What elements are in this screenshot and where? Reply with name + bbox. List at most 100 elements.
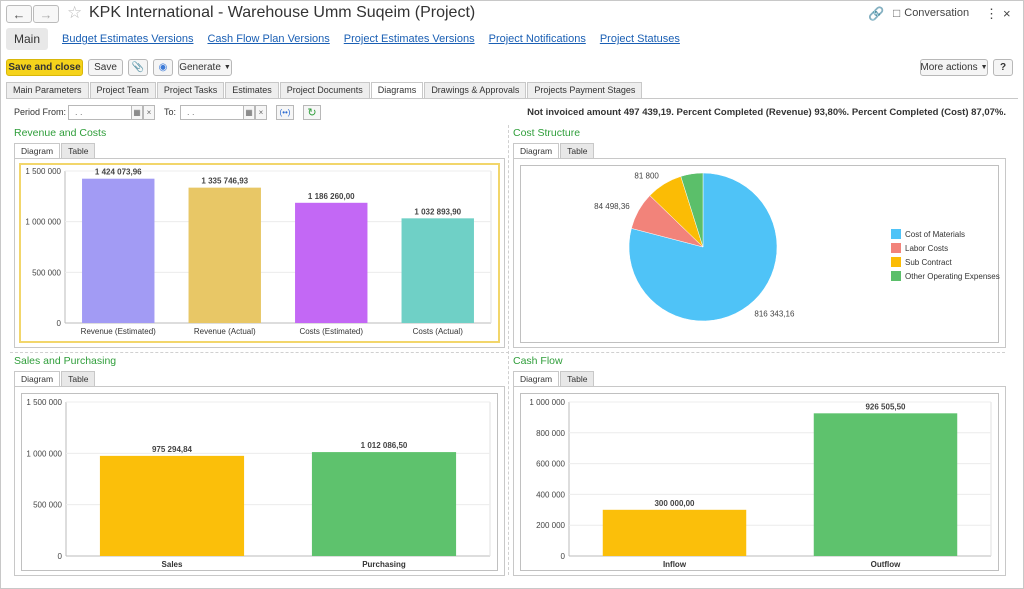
period-to-input[interactable]: . . xyxy=(180,105,244,120)
generate-label: Generate xyxy=(179,62,221,73)
tab-diagram[interactable]: Diagram xyxy=(513,143,560,158)
category-label: Inflow xyxy=(663,560,687,569)
tab-diagram[interactable]: Diagram xyxy=(14,143,61,158)
cost-structure-subtabs: Diagram Table xyxy=(513,143,595,158)
data-label: 300 000,00 xyxy=(654,499,695,508)
calendar-from-button[interactable]: ▦ xyxy=(131,105,143,120)
tab-project-team[interactable]: Project Team xyxy=(89,82,156,98)
nav-project-statuses[interactable]: Project Statuses xyxy=(599,33,680,45)
sales-purchasing-panel: 0 500 000 1 000 000 1 500 000 975 294,84 Sale… xyxy=(14,386,505,576)
tab-table[interactable]: Table xyxy=(61,371,96,386)
y-tick-label: 1 000 000 xyxy=(25,218,61,227)
y-tick-label: 400 000 xyxy=(536,490,565,499)
generate-button[interactable]: Generate ▼ xyxy=(178,59,232,76)
close-icon[interactable]: × xyxy=(1003,6,1011,21)
arrow-left-icon: ← xyxy=(12,6,26,22)
y-tick-label: 500 000 xyxy=(32,268,61,277)
y-tick-label: 500 000 xyxy=(33,501,62,510)
top-navigation: Main Budget Estimates Versions Cash Flow… xyxy=(6,28,680,50)
category-label: Outflow xyxy=(871,560,902,569)
tab-table[interactable]: Table xyxy=(560,371,595,386)
calendar-to-button[interactable]: ▦ xyxy=(243,105,255,120)
cash-flow-chart[interactable]: 0 200 000 400 000 600 000 800 000 1 000 000 30… xyxy=(520,393,999,571)
y-tick-label: 1 000 000 xyxy=(529,398,565,407)
revenue-costs-panel: 0 500 000 1 000 000 1 500 000 1 424 073,96 Re… xyxy=(14,158,505,348)
notify-button[interactable]: ◉ xyxy=(153,59,173,76)
bar-sales xyxy=(99,455,245,556)
bar-revenue-actual xyxy=(188,187,261,323)
more-actions-button[interactable]: More actions ▼ xyxy=(920,59,988,76)
legend-entry: Sub Contract xyxy=(905,258,952,267)
pie-slice-other-operating-expenses xyxy=(680,172,704,248)
forward-button[interactable]: → xyxy=(33,5,59,23)
period-dots-icon: (••) xyxy=(279,108,291,117)
calendar-icon: ▦ xyxy=(133,108,141,117)
y-tick-label: 1 500 000 xyxy=(26,398,62,407)
nav-cash-flow-plan-versions[interactable]: Cash Flow Plan Versions xyxy=(207,33,330,45)
refresh-icon: ↻ xyxy=(307,107,317,119)
revenue-costs-title: Revenue and Costs xyxy=(14,127,107,139)
tab-diagram[interactable]: Diagram xyxy=(513,371,560,386)
nav-main[interactable]: Main xyxy=(6,28,49,50)
sales-purchasing-chart[interactable]: 0 500 000 1 000 000 1 500 000 975 294,84 Sale… xyxy=(21,393,498,571)
period-select-button[interactable]: (••) xyxy=(276,105,294,120)
revenue-costs-chart[interactable]: 0 500 000 1 000 000 1 500 000 1 424 073,96 Re… xyxy=(19,163,500,343)
bar-revenue-estimated xyxy=(82,178,155,323)
arrow-right-icon: → xyxy=(39,6,53,22)
category-label: Revenue (Actual) xyxy=(194,327,256,336)
revenue-costs-svg: 0 500 000 1 000 000 1 500 000 1 424 073,96 Re… xyxy=(25,167,492,336)
cash-flow-svg: 0 200 000 400 000 600 000 800 000 1 000 000 30… xyxy=(529,398,992,569)
y-tick-label: 0 xyxy=(58,552,63,561)
nav-project-estimates-versions[interactable]: Project Estimates Versions xyxy=(343,33,475,45)
tab-projects-payment-stages[interactable]: Projects Payment Stages xyxy=(527,82,643,98)
tab-table[interactable]: Table xyxy=(61,143,96,158)
tab-main-parameters[interactable]: Main Parameters xyxy=(6,82,89,98)
cost-structure-title: Cost Structure xyxy=(513,127,581,139)
data-label: 926 505,50 xyxy=(865,402,906,411)
legend-entry: Labor Costs xyxy=(905,244,948,253)
help-button[interactable]: ? xyxy=(993,59,1013,76)
nav-project-notifications[interactable]: Project Notifications xyxy=(488,33,586,45)
clear-from-button[interactable]: × xyxy=(143,105,155,120)
legend-swatch xyxy=(891,271,901,281)
pie-slice-label: 816 343,16 xyxy=(754,309,795,318)
y-tick-label: 1 000 000 xyxy=(26,449,62,458)
tab-drawings-approvals[interactable]: Drawings & Approvals xyxy=(424,82,527,98)
save-button[interactable]: Save xyxy=(88,59,123,76)
clear-icon: × xyxy=(258,108,264,117)
vertical-separator xyxy=(508,125,509,575)
favorite-star-icon[interactable]: ☆ xyxy=(67,3,83,22)
data-label: 1 335 746,93 xyxy=(201,177,248,186)
save-and-close-button[interactable]: Save and close xyxy=(6,59,83,76)
tab-diagram[interactable]: Diagram xyxy=(14,371,61,386)
tab-project-tasks[interactable]: Project Tasks xyxy=(156,82,225,98)
cost-structure-panel: 816 343,16 84 498,36 81 800 Cost of Materia… xyxy=(513,158,1006,348)
caret-down-icon: ▼ xyxy=(223,64,231,71)
tab-table[interactable]: Table xyxy=(560,143,595,158)
refresh-button[interactable]: ↻ xyxy=(303,105,321,120)
cost-structure-svg: 816 343,16 84 498,36 81 800 Cost of Materia… xyxy=(594,172,1000,322)
clear-to-button[interactable]: × xyxy=(255,105,267,120)
legend-swatch xyxy=(891,243,901,253)
more-actions-label: More actions xyxy=(920,62,978,73)
data-label: 1 424 073,96 xyxy=(95,168,142,177)
revenue-costs-subtabs: Diagram Table xyxy=(14,143,96,158)
conversation-button[interactable]: □ Conversation xyxy=(893,6,969,20)
bar-outflow xyxy=(813,413,958,556)
data-label: 1 186 260,00 xyxy=(308,192,355,201)
bell-icon: ◉ xyxy=(158,62,168,73)
tab-estimates[interactable]: Estimates xyxy=(225,82,279,98)
horizontal-separator xyxy=(10,352,1005,353)
period-from-input[interactable]: . . xyxy=(68,105,132,120)
link-icon[interactable]: 🔗 xyxy=(868,6,885,21)
attach-button[interactable]: 📎 xyxy=(128,59,148,76)
nav-budget-estimates-versions[interactable]: Budget Estimates Versions xyxy=(62,33,194,45)
tab-project-documents[interactable]: Project Documents xyxy=(279,82,370,98)
back-button[interactable]: ← xyxy=(6,5,32,23)
conversation-label: Conversation xyxy=(904,7,970,19)
more-menu-icon[interactable]: ⋮ xyxy=(985,6,998,21)
sales-purchasing-title: Sales and Purchasing xyxy=(14,355,117,367)
tab-diagrams[interactable]: Diagrams xyxy=(370,82,424,99)
cost-structure-chart[interactable]: 816 343,16 84 498,36 81 800 Cost of Materia… xyxy=(520,165,1000,343)
category-label: Costs (Actual) xyxy=(413,327,464,336)
